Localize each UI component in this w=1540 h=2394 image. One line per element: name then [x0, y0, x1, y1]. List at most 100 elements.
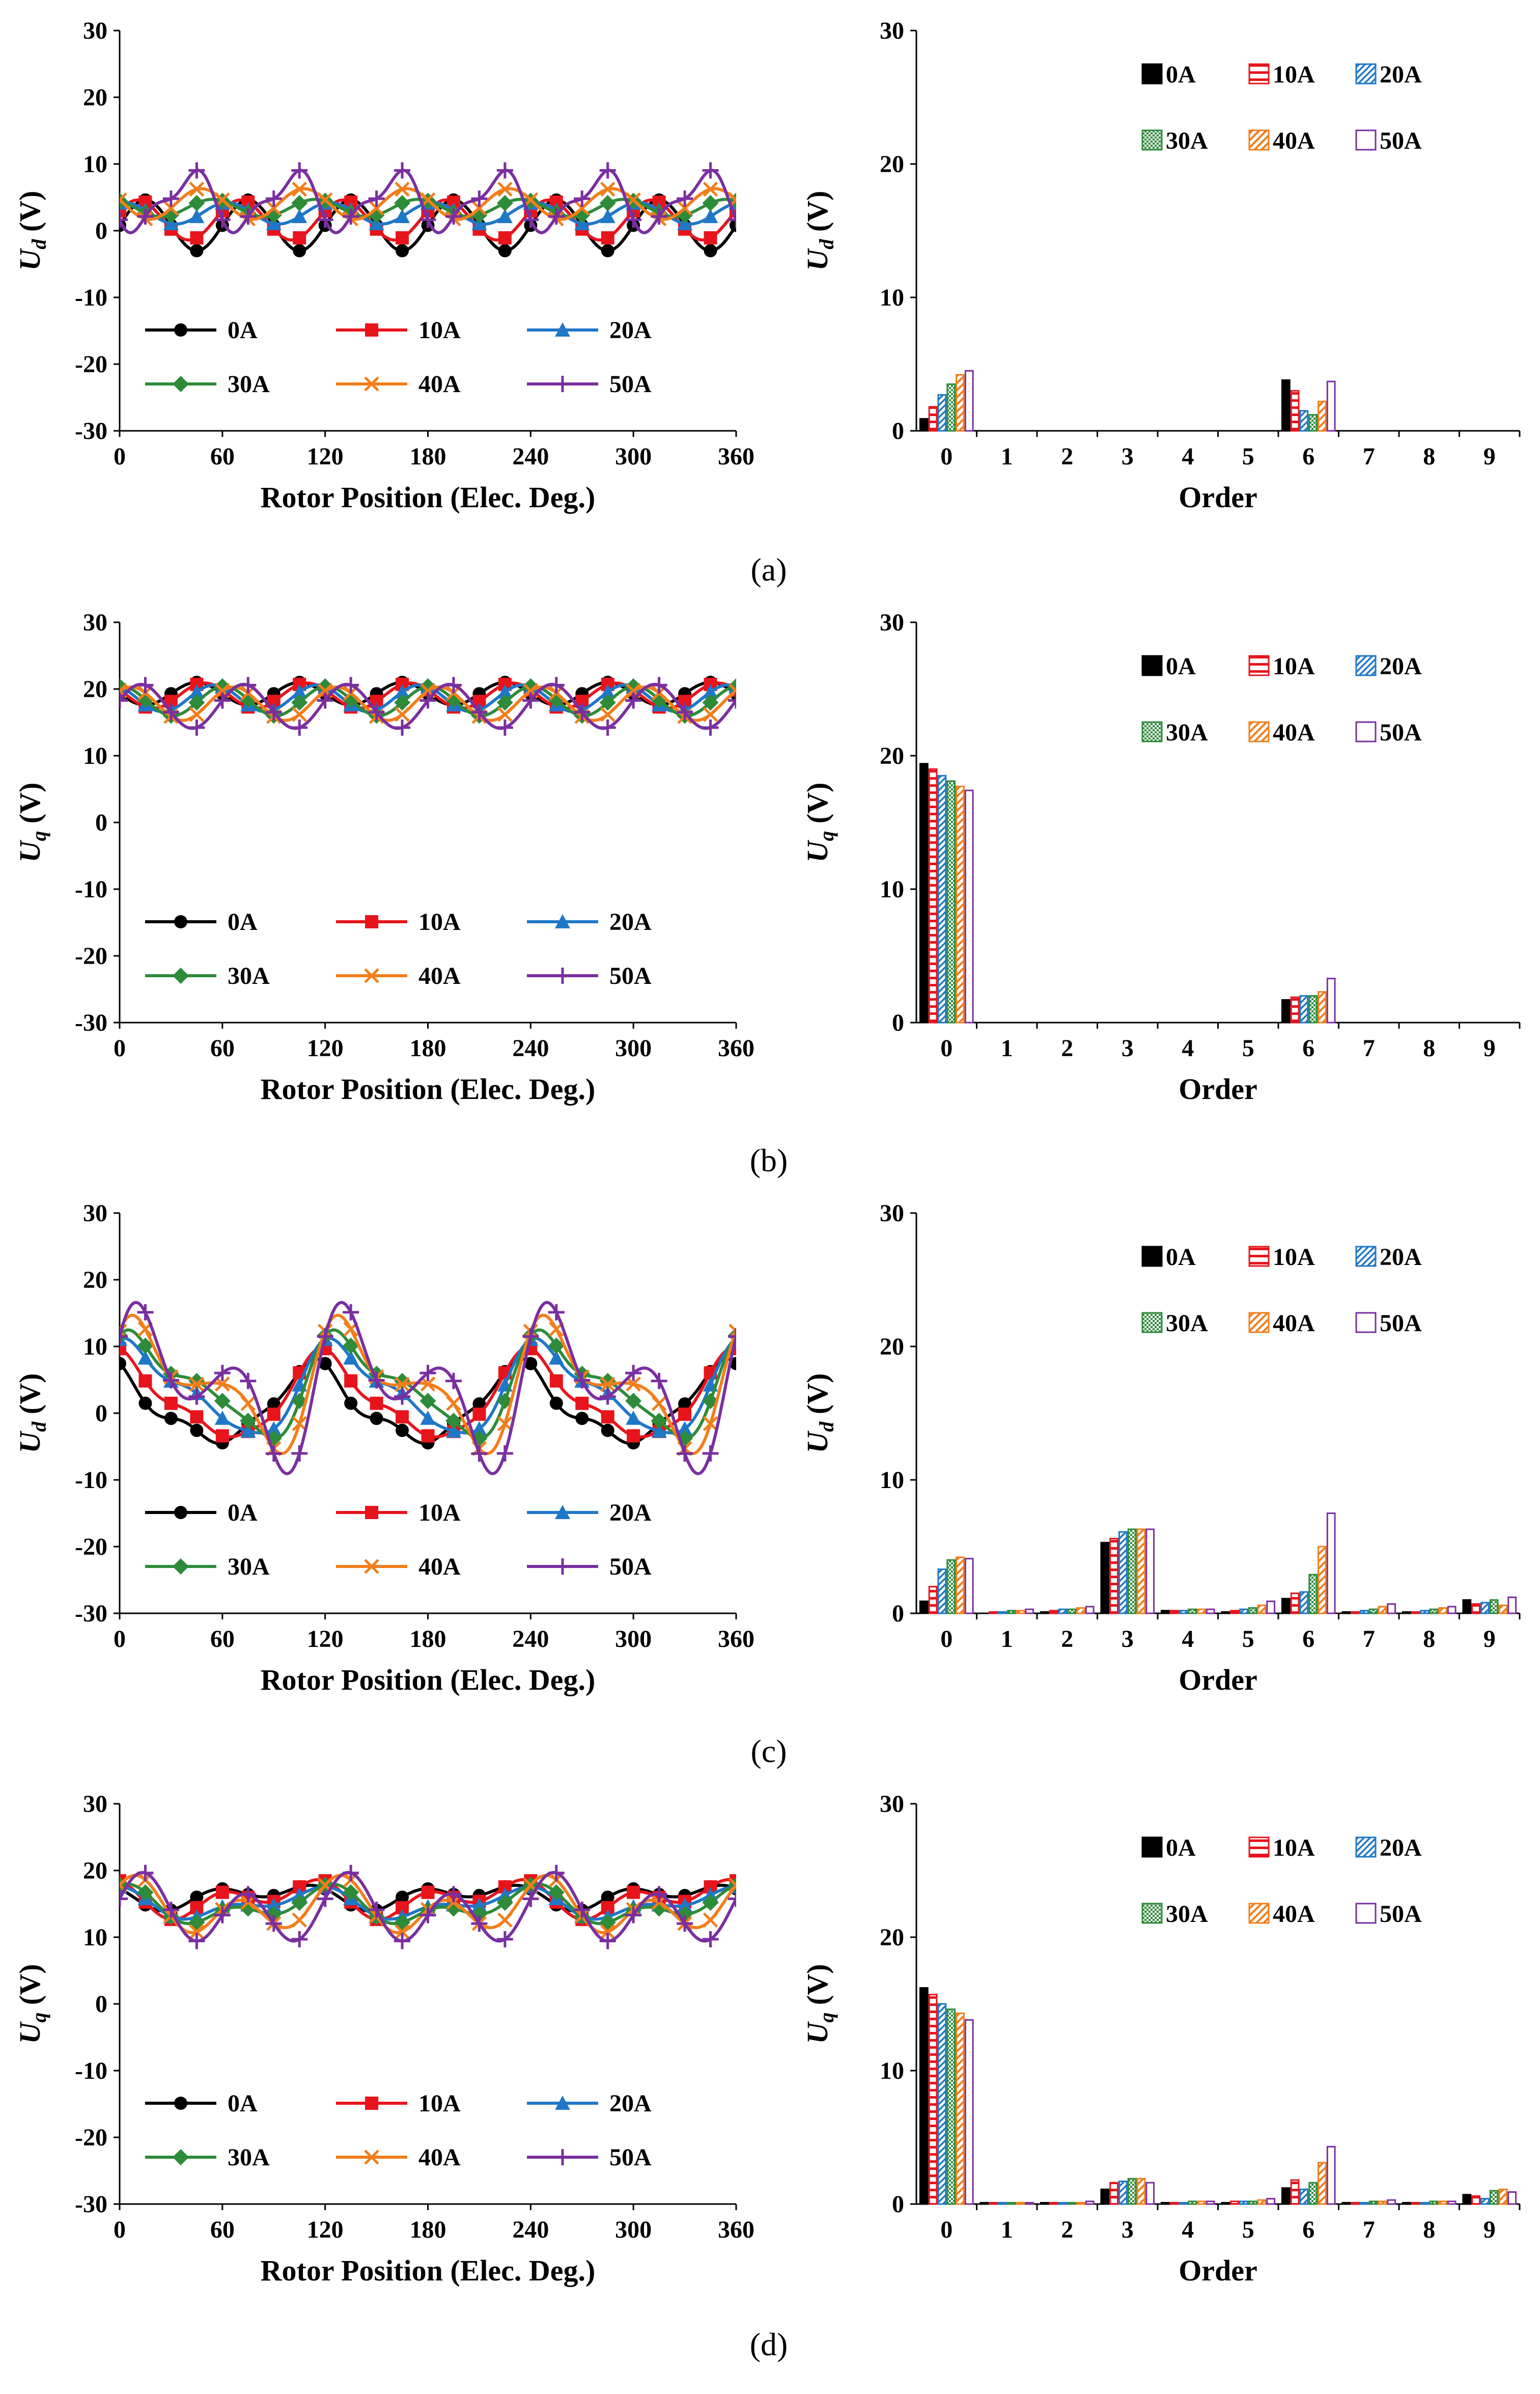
bar-40A-order-5: [1257, 2199, 1267, 2205]
bar-20A-order-6: [1299, 995, 1309, 1024]
legend-swatch: [1248, 1312, 1270, 1333]
bar-40A-order-9: [1498, 1604, 1508, 1614]
legend-item-0A: 0A: [1141, 653, 1196, 680]
y-tick-label: 20: [83, 1857, 107, 1884]
marker-20A: [677, 1897, 693, 1912]
x-tick-label: 120: [307, 443, 344, 470]
x-axis-label: Rotor Position (Elec. Deg.): [261, 1072, 596, 1106]
marker-0A: [396, 1423, 409, 1437]
marker-30A: [214, 678, 231, 695]
bar-40A-order-0: [956, 374, 965, 432]
legend-item-0A: 0A: [1141, 61, 1196, 88]
marker-0A: [190, 244, 204, 258]
marker-40A: [677, 200, 692, 216]
legend-item-50A: 50A: [1355, 1310, 1422, 1337]
x-tick-label: 120: [307, 2216, 344, 2243]
marker-0A: [174, 323, 187, 337]
marker-10A: [472, 1408, 486, 1421]
marker-50A: [265, 1915, 282, 1932]
x-tick-label: 1: [1001, 1035, 1013, 1062]
marker-30A: [214, 1393, 231, 1410]
x-tick-label: 60: [210, 443, 235, 470]
x-tick-label: 120: [307, 1626, 344, 1653]
legend-label: 50A: [609, 1553, 652, 1580]
marker-10A: [267, 1408, 281, 1421]
legend-label: 10A: [418, 2090, 461, 2117]
bar-10A-order-1: [989, 2202, 998, 2205]
marker-30A: [137, 1884, 154, 1901]
marker-50A: [188, 1933, 205, 1949]
marker-0A: [190, 1890, 204, 1904]
legend-swatch: [1141, 129, 1163, 151]
bar-50A-order-7: [1387, 1603, 1396, 1614]
legend-label: 50A: [609, 962, 652, 989]
marker-50A: [574, 1902, 591, 1918]
legend-swatch: [1141, 1246, 1163, 1267]
legend-item-40A: 40A: [336, 371, 461, 398]
bar-0A-order-3: [1100, 2188, 1110, 2205]
legend-swatch: [1248, 721, 1270, 742]
bar-0A-order-2: [1040, 2202, 1049, 2205]
bar-10A-order-1: [989, 1611, 998, 1614]
bar-50A-order-8: [1447, 2200, 1457, 2205]
y-tick-label: 20: [83, 84, 107, 111]
marker-20A: [445, 1423, 461, 1438]
marker-40A: [292, 707, 307, 722]
marker-50A: [162, 1372, 179, 1389]
bar-0A-order-9: [1462, 1599, 1472, 1614]
marker-10A: [421, 1885, 435, 1899]
legend-item-20A: 20A: [527, 1499, 652, 1526]
marker-20A: [240, 1423, 256, 1438]
marker-30A: [702, 1894, 719, 1911]
marker-40A: [189, 181, 205, 197]
legend-item-40A: 40A: [336, 1553, 461, 1580]
x-tick-label: 5: [1242, 1626, 1254, 1653]
bar-40A-order-3: [1136, 2178, 1146, 2205]
bar-40A-order-7: [1378, 1606, 1387, 1614]
legend-item-40A: 40A: [1248, 719, 1315, 746]
y-tick-label: 30: [880, 609, 904, 636]
marker-30A: [599, 1372, 616, 1389]
marker-50A: [599, 719, 616, 736]
y-tick-label: 10: [83, 742, 107, 769]
marker-10A: [498, 231, 512, 245]
marker-50A: [317, 692, 333, 709]
marker-40A: [703, 181, 718, 197]
marker-50A: [599, 1388, 616, 1405]
marker-20A: [189, 684, 205, 699]
marker-0A: [138, 1396, 152, 1410]
bar-0A-order-8: [1402, 1611, 1411, 1614]
legend-item-20A: 20A: [1355, 1244, 1422, 1271]
x-tick-label: 6: [1302, 2216, 1314, 2243]
marker-50A: [162, 1902, 179, 1918]
bar-10A-order-8: [1411, 1611, 1420, 1614]
legend-label: 30A: [228, 962, 270, 989]
plot-area: [120, 1301, 736, 1475]
bar-40A-order-1: [1016, 1610, 1025, 1614]
marker-0A: [267, 1397, 281, 1411]
marker-30A: [188, 694, 205, 711]
marker-50A: [162, 190, 179, 207]
legend-label: 30A: [1166, 719, 1208, 746]
bar-20A-order-1: [997, 1611, 1007, 1614]
legend-item-40A: 40A: [1248, 1901, 1315, 1928]
marker-50A: [574, 1372, 591, 1389]
marker-0A: [293, 244, 306, 258]
marker-40A: [497, 1416, 513, 1432]
legend-label: 0A: [228, 2090, 258, 2117]
bar-30A-order-0: [946, 383, 956, 432]
caption-b-wave: (b): [750, 1142, 788, 1178]
marker-50A: [496, 1931, 513, 1947]
legend-label: 0A: [1166, 1834, 1196, 1861]
bar-20A-order-1: [997, 2202, 1007, 2205]
marker-40A: [446, 1396, 461, 1411]
marker-0A: [601, 244, 614, 258]
y-tick-label: 20: [880, 742, 904, 769]
marker-50A: [265, 1445, 282, 1462]
marker-50A: [162, 704, 179, 721]
marker-30A: [240, 1413, 257, 1429]
marker-20A: [497, 684, 513, 699]
marker-50A: [343, 1864, 359, 1881]
bar-10A-order-6: [1290, 996, 1300, 1024]
